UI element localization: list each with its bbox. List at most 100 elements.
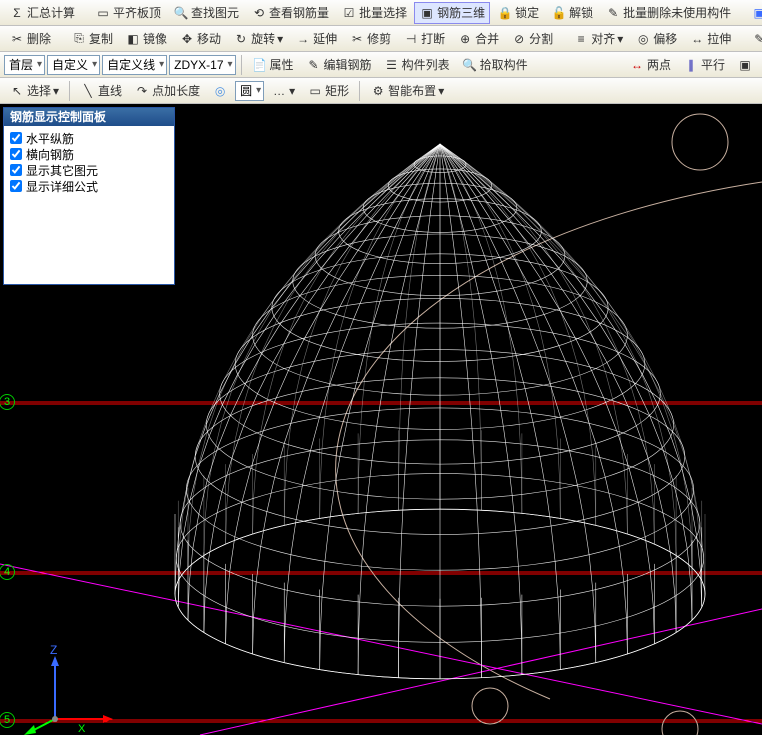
merge-button[interactable]: ⊕合并 [452,28,504,50]
extend-label: 延伸 [313,30,337,47]
edit-rebar-button[interactable]: ✎编辑钢筋 [301,54,377,76]
panel-item[interactable]: 横向钢筋 [10,146,168,162]
circle-dropdown[interactable]: 圆▾ [235,81,264,101]
unlock-icon: 🔓 [551,5,567,21]
zdyx-dropdown[interactable]: ZDYX-17▾ [169,55,235,75]
chevron-down-icon: ▾ [289,84,295,98]
find-elem-button[interactable]: 🔍查找图元 [168,2,244,24]
panel-item-label: 水平纵筋 [26,130,74,147]
rotate-button[interactable]: ↻旋转▾ [228,28,288,50]
flat-top-label: 平齐板顶 [113,4,161,21]
select-button[interactable]: ↖选择▾ [4,80,64,102]
customline-value: 自定义线 [107,56,155,73]
add-len-button[interactable]: ↷点加长度 [129,80,205,102]
picker-icon: 🔍 [462,57,478,73]
two-point-button[interactable]: ↔两点 [624,54,676,76]
copy-label: 复制 [89,30,113,47]
unknown-button[interactable]: ▣ [732,54,758,76]
mirror-button[interactable]: ◧镜像 [120,28,172,50]
custom-dropdown[interactable]: 自定义▾ [47,55,100,75]
rect-icon: ▭ [307,83,323,99]
panel-item[interactable]: 水平纵筋 [10,130,168,146]
view-rebar-button[interactable]: ⟲查看钢筋量 [246,2,334,24]
delete-label: 删除 [27,30,51,47]
panel-checkbox[interactable] [10,180,22,192]
rect-button[interactable]: ▭矩形 [302,80,354,102]
panel-checkbox[interactable] [10,164,22,176]
panel-checkbox[interactable] [10,132,22,144]
square-icon: ▣ [737,57,753,73]
chevron-down-icon: ▾ [37,59,42,70]
attr-icon: 📄 [252,57,268,73]
batch-delete-unused-button[interactable]: ✎批量删除未使用构件 [600,2,736,24]
brush-icon: ✎ [605,5,621,21]
move-button[interactable]: ✥移动 [174,28,226,50]
panel-item[interactable]: 显示其它图元 [10,162,168,178]
toolbar-1: Σ汇总计算 ▭平齐板顶 🔍查找图元 ⟲查看钢筋量 ☑批量选择 ▣钢筋三维 🔒锁定… [0,0,762,26]
batch-select-icon: ☑ [341,5,357,21]
circle-shape-button[interactable]: ◎ [207,80,233,102]
more-button[interactable]: …▾ [266,80,300,102]
unlock-button[interactable]: 🔓解锁 [546,2,598,24]
copy-button[interactable]: ⎘复制 [66,28,118,50]
mirror-icon: ◧ [125,31,141,47]
trim-button[interactable]: ✂修剪 [344,28,396,50]
stretch-icon: ↔ [689,31,705,47]
panel-item-label: 显示详细公式 [26,178,98,195]
comp-list-button[interactable]: ☰构件列表 [379,54,455,76]
settings-button[interactable]: ✎设置 [746,28,762,50]
smart-layout-button[interactable]: ⚙智能布置▾ [365,80,449,102]
break-label: 打断 [421,30,445,47]
panel-item[interactable]: 显示详细公式 [10,178,168,194]
offset-button[interactable]: ◎偏移 [630,28,682,50]
floor-dropdown[interactable]: 首层▾ [4,55,45,75]
flat-top-icon: ▭ [95,5,111,21]
svg-text:X: X [78,723,86,735]
split-label: 分割 [529,30,553,47]
split-button[interactable]: ⊘分割 [506,28,558,50]
toolbar-2: ✂删除 ⎘复制 ◧镜像 ✥移动 ↻旋转▾ →延伸 ✂修剪 ⊣打断 ⊕合并 ⊘分割… [0,26,762,52]
line-button[interactable]: ╲直线 [75,80,127,102]
stretch-label: 拉伸 [707,30,731,47]
customline-dropdown[interactable]: 自定义线▾ [102,55,167,75]
align-label: 对齐 [591,30,615,47]
offset-label: 偏移 [653,30,677,47]
rebar-3d-button[interactable]: ▣钢筋三维 [414,2,490,24]
parallel-button[interactable]: ∥平行 [678,54,730,76]
break-button[interactable]: ⊣打断 [398,28,450,50]
cube-3d-icon: ▣ [419,5,435,21]
lock-button[interactable]: 🔒锁定 [492,2,544,24]
align-button[interactable]: ≡对齐▾ [568,28,628,50]
batch-select-label: 批量选择 [359,4,407,21]
rotate-icon: ↻ [233,31,249,47]
rotate-label: 旋转 [251,30,275,47]
break-icon: ⊣ [403,31,419,47]
flat-top-button[interactable]: ▭平齐板顶 [90,2,166,24]
panel-title: 钢筋显示控制面板 [4,108,174,126]
panel-checkbox[interactable] [10,148,22,160]
move-icon: ✥ [179,31,195,47]
viewport-3d[interactable]: ZX 钢筋显示控制面板 水平纵筋横向钢筋显示其它图元显示详细公式 3 4 5 [0,104,762,735]
edit-rebar-label: 编辑钢筋 [324,56,372,73]
sigma-icon: Σ [9,5,25,21]
gear-icon: ✎ [751,31,762,47]
attr-button[interactable]: 📄属性 [247,54,299,76]
merge-icon: ⊕ [457,31,473,47]
two-point-label: 两点 [647,56,671,73]
stretch-button[interactable]: ↔拉伸 [684,28,736,50]
chevron-down-icon: ▾ [617,32,623,46]
calc-button[interactable]: Σ汇总计算 [4,2,80,24]
svg-text:Z: Z [50,643,57,657]
batch-select-button[interactable]: ☑批量选择 [336,2,412,24]
copy-icon: ⎘ [71,31,87,47]
pick-comp-button[interactable]: 🔍拾取构件 [457,54,533,76]
offset-icon: ◎ [635,31,651,47]
delete-button[interactable]: ✂删除 [4,28,56,50]
lock-label: 锁定 [515,4,539,21]
three-d-button[interactable]: ▣三维▾ [746,2,762,24]
rebar-3d-label: 钢筋三维 [437,4,485,21]
attr-label: 属性 [270,56,294,73]
ring-icon: ◎ [212,83,228,99]
zdyx-value: ZDYX-17 [174,58,223,72]
extend-button[interactable]: →延伸 [290,28,342,50]
